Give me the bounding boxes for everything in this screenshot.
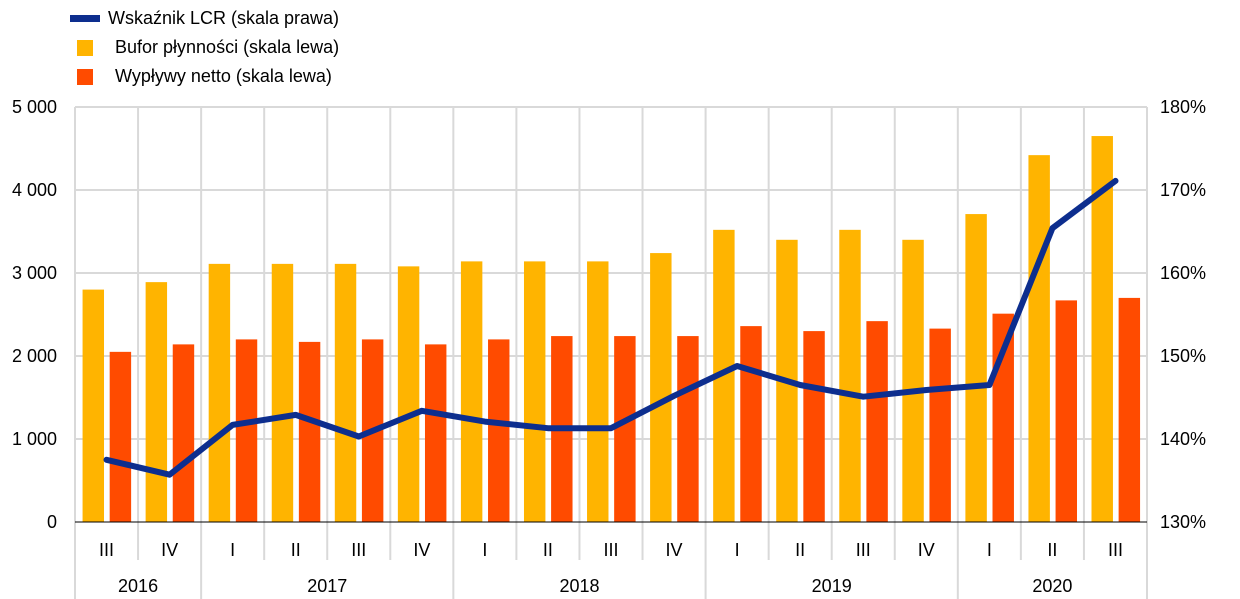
bar-buffer-16 <box>1091 136 1113 523</box>
line-point-lcr-0 <box>104 457 110 463</box>
bar-outflows-5 <box>424 344 447 522</box>
bar-outflows-3 <box>298 341 321 522</box>
left-axis-tick-label: 3 000 <box>12 263 57 283</box>
x-axis-quarter-label: IV <box>161 540 178 560</box>
bar-outflows-2 <box>235 339 258 522</box>
bar-buffer-4 <box>334 263 357 522</box>
bar-buffer-0 <box>82 289 105 522</box>
line-point-lcr-5 <box>419 408 425 414</box>
bar-buffer-9 <box>650 253 672 522</box>
legend-item-lcr: Wskaźnik LCR (skala prawa) <box>70 4 339 33</box>
x-axis-quarter-label: III <box>603 540 618 560</box>
line-point-lcr-16 <box>1112 178 1118 184</box>
line-point-lcr-11 <box>797 382 803 388</box>
bar-buffer-7 <box>523 261 546 522</box>
x-axis-year-label: 2016 <box>118 576 158 596</box>
legend-label-buffer: Bufor płynności (skala lewa) <box>115 37 340 57</box>
line-point-lcr-13 <box>923 387 929 393</box>
legend-swatch-buffer <box>77 39 93 56</box>
line-point-lcr-1 <box>167 472 173 478</box>
bar-outflows-1 <box>172 344 195 522</box>
right-axis-tick-label: 150% <box>1160 346 1206 366</box>
x-axis-quarter-label: III <box>856 540 871 560</box>
line-point-lcr-10 <box>734 363 740 369</box>
bar-buffer-13 <box>902 239 924 523</box>
x-axis-year-label: 2018 <box>559 576 599 596</box>
x-axis-quarter-label: I <box>230 540 235 560</box>
legend-label-lcr: Wskaźnik LCR (skala prawa) <box>108 8 340 28</box>
x-axis-quarter-label: I <box>735 540 740 560</box>
x-axis-year-label: 2017 <box>307 576 347 596</box>
bar-outflows-6 <box>488 339 510 522</box>
x-axis-quarter-label: IV <box>666 540 683 560</box>
x-axis-quarter-label: I <box>482 540 487 560</box>
bar-outflows-15 <box>1055 300 1078 522</box>
x-axis-quarter-label: II <box>795 540 805 560</box>
legend-swatch-lcr <box>70 15 100 22</box>
bar-buffer-3 <box>271 263 294 522</box>
x-axis-quarter-label: III <box>1108 540 1123 560</box>
bar-buffer-10 <box>713 229 735 522</box>
x-axis-quarter-label: I <box>987 540 992 560</box>
right-axis-tick-label: 170% <box>1160 180 1206 200</box>
x-axis-quarter-label: IV <box>918 540 935 560</box>
left-axis-tick-label: 2 000 <box>12 346 57 366</box>
chart-legend: Wskaźnik LCR (skala prawa) Bufor płynnoś… <box>70 4 339 91</box>
legend-item-buffer: Bufor płynności (skala lewa) <box>70 33 339 62</box>
legend-label-outflows: Wypływy netto (skala lewa) <box>115 66 332 86</box>
bar-outflows-11 <box>803 331 825 522</box>
line-point-lcr-9 <box>671 393 677 399</box>
line-point-lcr-2 <box>230 422 236 428</box>
left-axis-tick-label: 5 000 <box>12 97 57 117</box>
line-point-lcr-8 <box>608 425 614 431</box>
right-axis-tick-label: 180% <box>1160 97 1206 117</box>
bar-buffer-14 <box>965 214 987 522</box>
line-point-lcr-15 <box>1049 225 1055 231</box>
x-axis-quarter-label: II <box>543 540 553 560</box>
bar-outflows-13 <box>929 328 951 522</box>
bar-buffer-1 <box>145 282 168 522</box>
left-axis-tick-label: 1 000 <box>12 429 57 449</box>
bar-outflows-8 <box>614 336 636 522</box>
legend-item-outflows: Wypływy netto (skala lewa) <box>70 62 339 91</box>
line-point-lcr-14 <box>986 382 992 388</box>
bar-buffer-5 <box>397 266 420 522</box>
bar-buffer-2 <box>208 263 231 522</box>
right-axis-tick-label: 130% <box>1160 512 1206 532</box>
x-axis-quarter-label: III <box>99 540 114 560</box>
legend-swatch-outflows <box>77 68 93 85</box>
line-point-lcr-4 <box>356 434 362 440</box>
x-axis-quarter-label: IV <box>413 540 430 560</box>
bar-outflows-0 <box>109 351 132 522</box>
bar-outflows-9 <box>677 336 699 522</box>
bar-buffer-6 <box>460 261 483 522</box>
line-point-lcr-12 <box>860 394 866 400</box>
line-point-lcr-6 <box>482 419 488 425</box>
bar-buffer-15 <box>1028 155 1050 522</box>
line-point-lcr-7 <box>545 425 551 431</box>
x-axis-quarter-label: II <box>1047 540 1057 560</box>
right-axis-tick-label: 140% <box>1160 429 1206 449</box>
x-axis-year-label: 2019 <box>812 576 852 596</box>
x-axis-quarter-label: III <box>351 540 366 560</box>
x-axis-quarter-label: II <box>291 540 301 560</box>
x-axis-year-label: 2020 <box>1032 576 1072 596</box>
line-point-lcr-3 <box>293 412 299 418</box>
bar-outflows-16 <box>1118 297 1141 522</box>
bar-buffer-12 <box>839 229 861 522</box>
left-axis-tick-label: 0 <box>47 512 57 532</box>
left-axis-tick-label: 4 000 <box>12 180 57 200</box>
bar-outflows-12 <box>866 321 888 522</box>
right-axis-tick-label: 160% <box>1160 263 1206 283</box>
bar-buffer-8 <box>587 261 609 522</box>
bar-outflows-10 <box>740 326 762 522</box>
